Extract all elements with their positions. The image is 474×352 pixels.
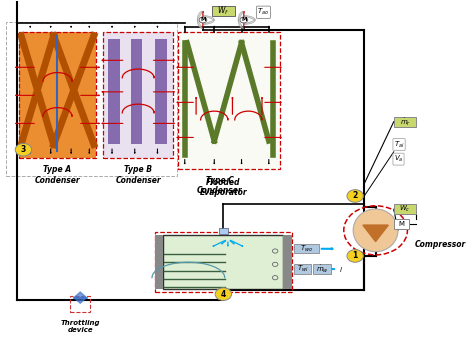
Text: $l$: $l$ (337, 265, 343, 274)
Text: $T_{wi}$: $T_{wi}$ (297, 264, 308, 274)
Bar (394, 117, 417, 127)
Text: Type A
Condenser: Type A Condenser (35, 165, 80, 185)
Text: $W_f$: $W_f$ (217, 5, 229, 17)
Text: $\dot{m}_r$: $\dot{m}_r$ (400, 116, 410, 128)
Text: 4: 4 (221, 290, 226, 298)
Bar (178, 32, 280, 169)
Polygon shape (203, 20, 214, 24)
Circle shape (347, 190, 364, 202)
Text: $V_a$: $V_a$ (394, 154, 403, 164)
Polygon shape (238, 11, 244, 20)
Bar (294, 244, 319, 253)
Bar (394, 220, 409, 229)
Polygon shape (244, 20, 255, 24)
Bar (212, 6, 235, 16)
Bar (103, 32, 173, 158)
Text: $T_{ai}$: $T_{ai}$ (394, 139, 404, 150)
Bar (155, 39, 166, 144)
Bar (131, 39, 143, 144)
Bar (109, 39, 120, 144)
Bar (394, 205, 417, 214)
Polygon shape (363, 225, 388, 241)
Polygon shape (238, 20, 244, 29)
Text: 1: 1 (353, 251, 358, 260)
Ellipse shape (353, 209, 398, 252)
Polygon shape (74, 298, 87, 303)
Bar (283, 235, 292, 289)
Bar (155, 232, 292, 292)
Bar (313, 264, 330, 274)
Text: M: M (398, 221, 404, 227)
Circle shape (15, 143, 32, 156)
Bar (19, 32, 96, 158)
Bar (178, 32, 280, 169)
Text: $W_c$: $W_c$ (400, 204, 411, 214)
Text: 2: 2 (353, 191, 358, 201)
Polygon shape (244, 15, 255, 20)
Polygon shape (74, 292, 87, 298)
Bar (103, 32, 173, 158)
Polygon shape (197, 20, 203, 29)
Circle shape (199, 17, 207, 23)
Text: Throttling
device: Throttling device (61, 320, 100, 333)
Bar (219, 227, 228, 234)
Text: M: M (200, 18, 206, 23)
Text: Compressor: Compressor (414, 240, 465, 249)
Polygon shape (203, 15, 214, 20)
Circle shape (240, 17, 247, 23)
Bar (70, 296, 90, 312)
Polygon shape (197, 11, 203, 20)
Bar (294, 264, 311, 274)
Bar (164, 235, 283, 289)
Text: Type B
Condenser: Type B Condenser (115, 165, 161, 185)
Circle shape (215, 288, 231, 301)
Bar (6, 22, 176, 176)
Bar (155, 235, 164, 289)
Text: M: M (241, 18, 246, 23)
Text: $T_{wo}$: $T_{wo}$ (300, 244, 313, 254)
Text: Flooded
Evaporator: Flooded Evaporator (200, 178, 247, 197)
Bar (19, 32, 96, 158)
Text: 3: 3 (21, 145, 26, 154)
Circle shape (347, 250, 364, 262)
Text: $T_{ao}$: $T_{ao}$ (257, 7, 270, 17)
Text: $\dot{m}_w$: $\dot{m}_w$ (316, 263, 328, 275)
Text: Type C
Condenser: Type C Condenser (197, 176, 243, 195)
